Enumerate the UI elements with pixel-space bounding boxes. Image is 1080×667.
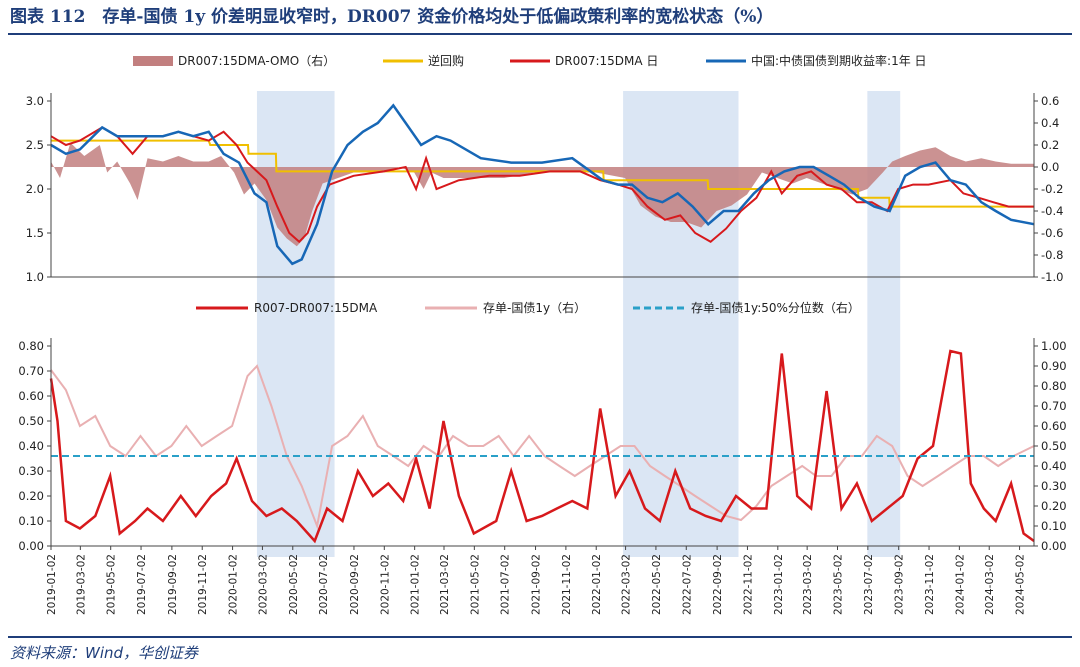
x-tick-label: 2021-11-02	[561, 554, 573, 615]
figure-title: 图表 112 存单-国债 1y 价差明显收窄时，DR007 资金价格均处于低偏政…	[10, 7, 774, 27]
x-tick-label: 2021-09-02	[531, 554, 543, 615]
title-divider	[8, 33, 1072, 35]
bottom-left-tick-label: 0.10	[18, 514, 44, 528]
bottom-left-tick-label: 0.00	[18, 539, 44, 553]
x-tick-label: 2019-07-02	[136, 554, 148, 615]
series-gov-1y-yield-line	[50, 103, 1035, 266]
top-right-tick-label: -0.8	[1041, 248, 1063, 262]
top-right-tick-label: 0.6	[1041, 94, 1059, 108]
x-tick-label: 2023-11-02	[924, 554, 936, 615]
x-tick-label: 2019-11-02	[197, 554, 209, 615]
top-right-tick-label: -0.2	[1041, 182, 1063, 196]
top-right-tick-label: -0.4	[1041, 204, 1063, 218]
legend-label: R007-DR007:15DMA	[254, 301, 378, 315]
x-tick-label: 2022-01-02	[591, 554, 603, 615]
top-left-tick-label: 2.5	[26, 138, 44, 152]
x-tick-label: 2023-01-02	[773, 554, 785, 615]
legend-label: 存单-国债1y:50%分位数（右）	[691, 300, 860, 315]
legend-swatch	[133, 56, 173, 66]
bottom-right-tick-label: 0.30	[1041, 479, 1067, 493]
x-tick-label: 2023-03-02	[802, 554, 814, 615]
x-tick-label: 2020-07-02	[318, 554, 330, 615]
bottom-panel: 0.00 0.10 0.20 0.30 0.40 0.50 0.60 0.70 0.80 0.00…	[18, 300, 1066, 553]
x-tick-label: 2022-09-02	[712, 554, 724, 615]
bottom-right-tick-label: 0.10	[1041, 519, 1067, 533]
top-right-tick-label: 0.0	[1041, 160, 1059, 174]
x-axis: 2019-01-02 2019-03-02 2019-05-02 2019-07-02…	[46, 546, 1027, 615]
top-right-tick-label: -0.6	[1041, 226, 1063, 240]
x-tick-label: 2024-03-02	[984, 554, 996, 615]
source-divider	[8, 636, 1072, 638]
top-left-tick-label: 3.0	[26, 94, 44, 108]
x-tick-label: 2020-09-02	[349, 554, 361, 615]
legend-label: DR007:15DMA-OMO（右）	[178, 53, 335, 68]
series-reverse-repo-line	[51, 139, 1034, 208]
x-tick-label: 2019-05-02	[106, 554, 118, 615]
x-tick-label: 2022-11-02	[742, 554, 754, 615]
x-tick-label: 2024-05-02	[1015, 554, 1027, 615]
bottom-right-tick-label: 0.20	[1041, 499, 1067, 513]
bottom-right-tick-label: 1.00	[1041, 339, 1067, 353]
bottom-left-tick-label: 0.80	[18, 339, 44, 353]
x-tick-label: 2019-03-02	[75, 554, 87, 615]
x-tick-label: 2020-03-02	[257, 554, 269, 615]
bottom-left-tick-label: 0.40	[18, 439, 44, 453]
series-dr007-omo-area	[51, 142, 1034, 247]
bottom-left-tick-label: 0.60	[18, 389, 44, 403]
bottom-right-tick-label: 0.90	[1041, 359, 1067, 373]
legend-label: 中国:中债国债到期收益率:1年 日	[751, 53, 927, 68]
bottom-right-tick-label: 0.40	[1041, 459, 1067, 473]
series-r007-dr007-line	[49, 349, 1035, 544]
top-right-tick-label: 0.4	[1041, 116, 1059, 130]
bottom-right-tick-label: 0.50	[1041, 439, 1067, 453]
bottom-right-tick-label: 0.60	[1041, 419, 1067, 433]
x-tick-label: 2023-07-02	[863, 554, 875, 615]
chart-canvas: 1.0 1.5 2.0 2.5 3.0 -1.0 -0.8 -0.6 -0.4 -0.2 0.0 0.…	[18, 53, 1066, 615]
legend-label: 逆回购	[428, 53, 464, 68]
top-right-tick-label: 0.2	[1041, 138, 1059, 152]
legend-label: DR007:15DMA 日	[555, 54, 658, 68]
x-tick-label: 2020-01-02	[228, 554, 240, 615]
bottom-right-tick-label: 0.00	[1041, 539, 1067, 553]
top-left-tick-label: 1.0	[26, 270, 44, 284]
x-tick-label: 2021-07-02	[500, 554, 512, 615]
top-left-tick-label: 2.0	[26, 182, 44, 196]
x-tick-label: 2023-05-02	[832, 554, 844, 615]
shaded-period-1	[256, 91, 335, 557]
top-right-tick-label: -1.0	[1041, 270, 1063, 284]
x-tick-label: 2021-01-02	[410, 554, 422, 615]
x-tick-label: 2023-09-02	[894, 554, 906, 615]
bottom-left-tick-label: 0.70	[18, 364, 44, 378]
x-tick-label: 2021-03-02	[439, 554, 451, 615]
x-tick-label: 2022-05-02	[651, 554, 663, 615]
x-tick-label: 2022-07-02	[681, 554, 693, 615]
x-tick-label: 2021-05-02	[469, 554, 481, 615]
series-dr007-15dma-line	[50, 126, 1034, 244]
source-note: 资料来源：Wind，华创证券	[10, 644, 199, 662]
bottom-right-tick-label: 0.70	[1041, 399, 1067, 413]
x-tick-label: 2022-03-02	[621, 554, 633, 615]
x-tick-label: 2024-01-02	[954, 554, 966, 615]
x-tick-label: 2019-01-02	[46, 554, 58, 615]
top-panel: 1.0 1.5 2.0 2.5 3.0 -1.0 -0.8 -0.6 -0.4 -0.2 0.0 0.…	[26, 53, 1064, 284]
bottom-left-tick-label: 0.30	[18, 464, 44, 478]
series-cd-gov-spread-line	[50, 364, 1035, 530]
x-tick-label: 2019-09-02	[167, 554, 179, 615]
bottom-left-tick-label: 0.20	[18, 489, 44, 503]
x-tick-label: 2020-11-02	[379, 554, 391, 615]
bottom-right-tick-label: 0.80	[1041, 379, 1067, 393]
legend-label: 存单-国债1y（右）	[483, 300, 586, 315]
bottom-left-tick-label: 0.50	[18, 414, 44, 428]
x-tick-label: 2020-05-02	[288, 554, 300, 615]
top-left-tick-label: 1.5	[26, 226, 44, 240]
